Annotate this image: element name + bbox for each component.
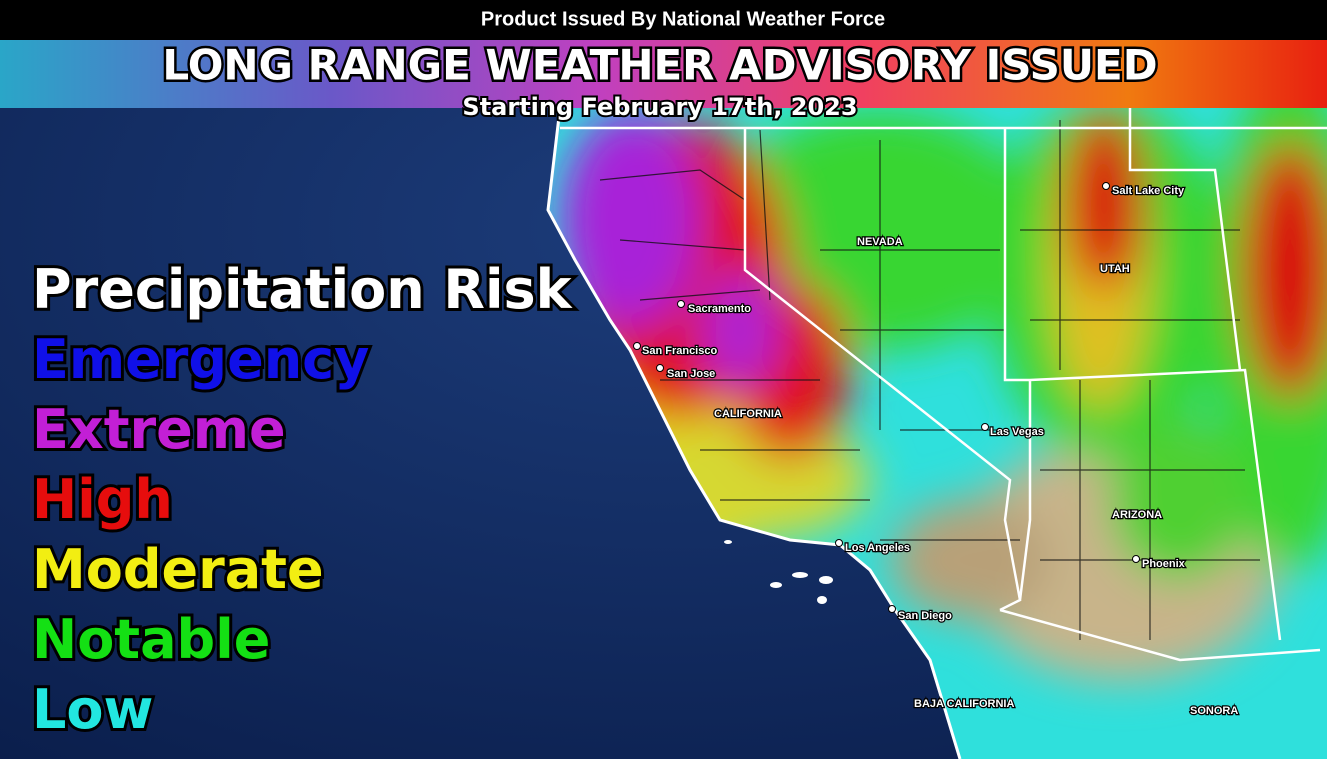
city-label: San Francisco xyxy=(642,345,717,357)
state-label: ARIZONA xyxy=(1112,509,1162,521)
places: NEVADA UTAH Salt Lake City Sacramento Sa… xyxy=(633,182,1240,718)
city-label: San Jose xyxy=(667,368,715,380)
state-label: CALIFORNIA xyxy=(714,408,782,420)
legend-item: Moderate xyxy=(32,538,324,601)
legend-item: Emergency xyxy=(32,328,369,391)
region-label: BAJA CALIFORNIA xyxy=(914,698,1014,710)
city-label: Phoenix xyxy=(1142,558,1186,570)
city-label: San Diego xyxy=(898,610,952,622)
region-label: SONORA xyxy=(1190,705,1238,717)
precip-field xyxy=(548,108,1327,759)
legend-item: Notable xyxy=(32,608,270,671)
city-label: Sacramento xyxy=(688,303,751,315)
state-label: UTAH xyxy=(1100,263,1130,275)
legend: Emergency Extreme High Moderate Notable Low xyxy=(29,325,372,744)
legend-item: High xyxy=(32,468,173,531)
city-label: Los Angeles xyxy=(845,542,910,554)
legend-item: Extreme xyxy=(32,398,286,461)
issuer: Product Issued By National Weather Force xyxy=(481,8,885,30)
title-banner xyxy=(0,40,1327,108)
islands xyxy=(724,540,833,604)
coastline xyxy=(546,107,962,759)
state-label: NEVADA xyxy=(857,236,903,248)
city-label: Salt Lake City xyxy=(1112,185,1185,197)
legend-item: Low xyxy=(32,678,153,741)
legend-title: Precipitation Risk xyxy=(32,258,573,321)
subtitle: Starting February 17th, 2023 xyxy=(462,93,857,121)
header-bar xyxy=(0,0,1327,40)
title: LONG RANGE WEATHER ADVISORY ISSUED xyxy=(162,41,1157,90)
city-label: Las Vegas xyxy=(990,426,1044,438)
